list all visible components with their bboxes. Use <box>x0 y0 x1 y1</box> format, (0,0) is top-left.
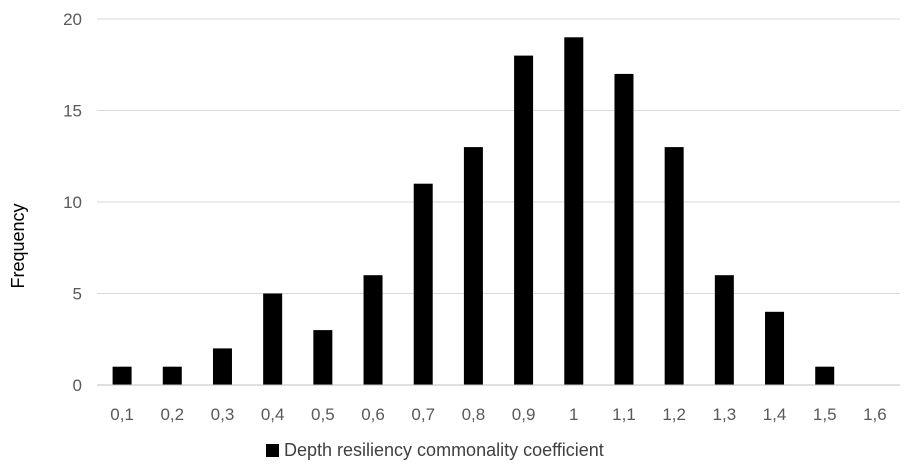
bar <box>313 330 333 385</box>
x-tick-label: 1,3 <box>713 405 737 424</box>
bar <box>514 55 534 385</box>
bar <box>263 293 283 385</box>
y-tick-label: 5 <box>73 285 82 304</box>
bar <box>564 37 584 386</box>
legend-label: Depth resiliency commonality coefficient <box>284 440 604 460</box>
y-tick-label: 20 <box>63 10 82 29</box>
y-axis-title: Frequency <box>8 203 28 288</box>
bar <box>765 311 785 385</box>
x-tick-label: 0,2 <box>160 405 184 424</box>
bar <box>664 147 684 385</box>
x-tick-label: 0,7 <box>411 405 435 424</box>
x-tick-label: 1,1 <box>612 405 636 424</box>
legend: Depth resiliency commonality coefficient <box>266 440 604 460</box>
x-tick-label: 0,9 <box>512 405 536 424</box>
y-tick-label: 0 <box>73 376 82 395</box>
x-tick-label: 0,3 <box>211 405 235 424</box>
bar <box>212 348 232 385</box>
bar <box>815 366 835 385</box>
x-tick-label: 0,5 <box>311 405 335 424</box>
bars <box>112 37 835 386</box>
bar <box>363 275 383 385</box>
bar <box>614 73 634 386</box>
bar <box>463 147 483 385</box>
x-tick-label: 0,4 <box>261 405 285 424</box>
x-tick-label: 1,5 <box>813 405 837 424</box>
x-tick-label: 1 <box>569 405 578 424</box>
x-tick-label: 0,1 <box>110 405 134 424</box>
x-tick-label: 1,6 <box>863 405 887 424</box>
y-tick-label: 15 <box>63 102 82 121</box>
y-tick-label: 10 <box>63 193 82 212</box>
gridlines <box>97 18 900 294</box>
bar <box>112 366 132 385</box>
x-tick-label: 1,4 <box>763 405 787 424</box>
x-axis: 0,1 0,2 0,3 0,4 0,5 0,6 0,7 0,8 0,9 1 1,1 1,2 1,3 1,4… <box>97 384 900 424</box>
y-axis: 0 5 10 15 20 <box>63 10 82 395</box>
legend-swatch <box>266 444 279 457</box>
bar <box>162 366 182 385</box>
x-tick-label: 1,2 <box>662 405 686 424</box>
x-tick-label: 0,8 <box>462 405 486 424</box>
bar <box>413 183 433 385</box>
bar <box>714 275 734 385</box>
x-tick-label: 0,6 <box>361 405 385 424</box>
